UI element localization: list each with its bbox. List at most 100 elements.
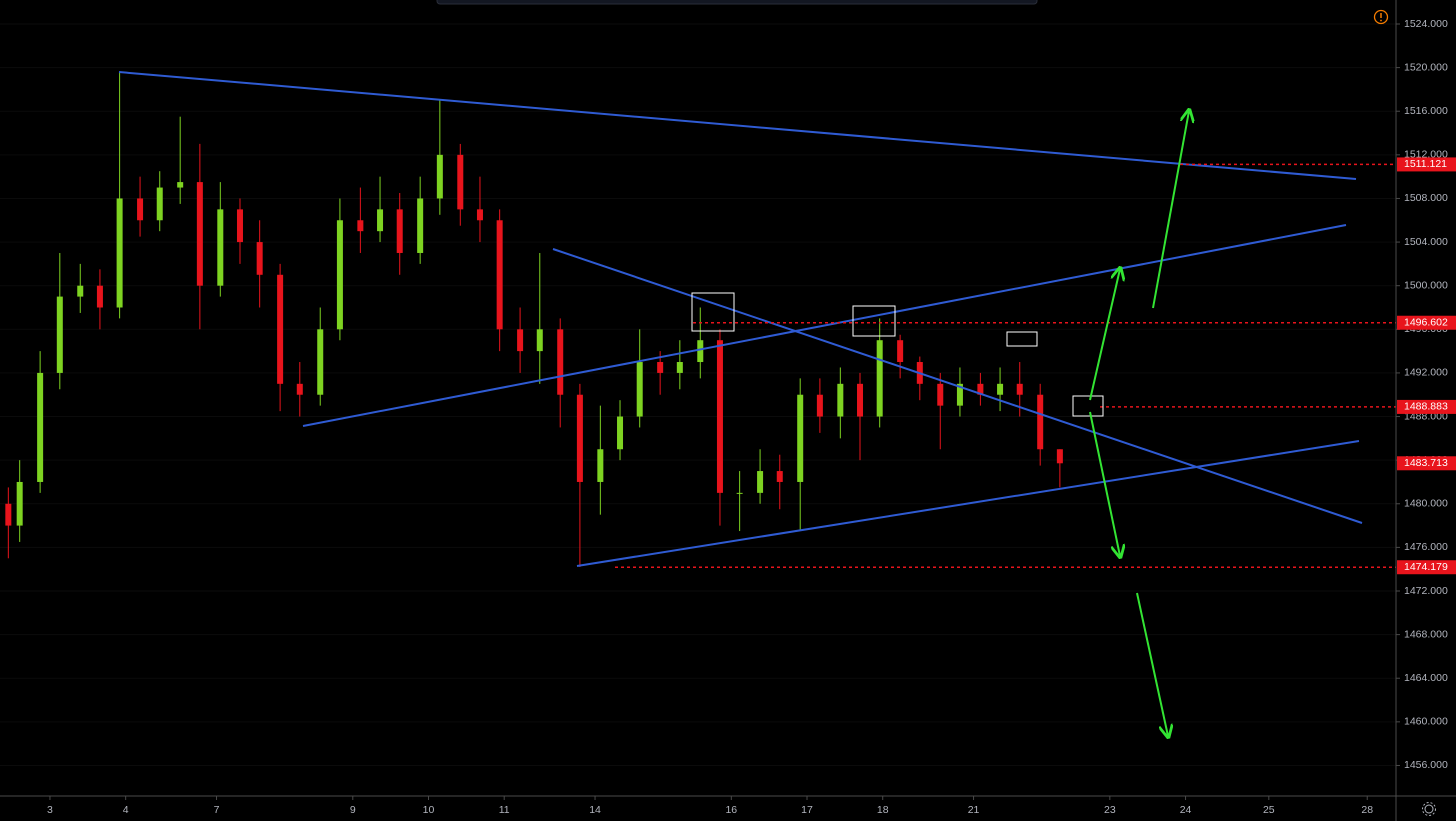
x-tick-label: 24 xyxy=(1180,804,1192,816)
candle-body xyxy=(937,383,944,406)
x-tick-label: 28 xyxy=(1361,804,1373,816)
candle-body xyxy=(816,394,823,417)
candle-body xyxy=(396,209,403,253)
y-tick-label: 1508.000 xyxy=(1404,192,1448,204)
settings-icon[interactable] xyxy=(1422,802,1436,816)
candle-body xyxy=(716,340,723,493)
x-tick-label: 9 xyxy=(350,804,356,816)
x-tick-label: 16 xyxy=(725,804,737,816)
candle-body xyxy=(137,198,144,221)
candle-body xyxy=(517,329,524,352)
y-tick-label: 1468.000 xyxy=(1404,628,1448,640)
trend-line xyxy=(552,248,1363,524)
axes: 1456.000 1460.000 1464.000 1468.000 1472.000… xyxy=(47,18,1456,816)
candle-body xyxy=(336,220,343,330)
candle-body xyxy=(977,383,984,395)
candle-body xyxy=(997,383,1004,395)
candle-body xyxy=(256,242,263,275)
candle-body xyxy=(557,329,564,395)
candle-body xyxy=(617,416,624,450)
alert-icon[interactable] xyxy=(1373,9,1389,25)
candle-body xyxy=(636,362,643,417)
candle-body xyxy=(1056,449,1063,464)
candle-body xyxy=(96,285,103,308)
y-tick-label: 1480.000 xyxy=(1404,498,1448,510)
highlight-box xyxy=(691,292,735,332)
y-tick-label: 1516.000 xyxy=(1404,105,1448,117)
x-tick-label: 10 xyxy=(423,804,435,816)
x-tick-label: 18 xyxy=(877,804,889,816)
candle-body xyxy=(236,209,243,243)
candle-body xyxy=(16,481,23,526)
candle-body xyxy=(56,296,63,373)
candle-body xyxy=(597,449,604,482)
candle-body xyxy=(797,394,804,482)
trend-line xyxy=(118,71,1357,180)
last-price-box xyxy=(1397,456,1456,471)
level-price-box xyxy=(1397,157,1456,172)
candle-body xyxy=(1037,394,1044,450)
candle-body xyxy=(417,198,424,253)
candle-body xyxy=(757,471,764,493)
candle-body xyxy=(776,471,783,482)
candle-body xyxy=(436,154,443,199)
x-tick-label: 23 xyxy=(1104,804,1116,816)
candle-body xyxy=(676,362,683,373)
candle-body xyxy=(657,362,664,373)
time-axis-bg xyxy=(0,796,1456,821)
level-price-box xyxy=(1397,315,1456,330)
arrow xyxy=(1136,592,1168,736)
drawings xyxy=(118,71,1363,567)
x-tick-label: 17 xyxy=(801,804,813,816)
y-tick-label: 1500.000 xyxy=(1404,279,1448,291)
level-price-label: 1511.121 xyxy=(1404,158,1447,170)
candle-body xyxy=(697,340,704,363)
x-tick-label: 7 xyxy=(214,804,220,816)
boxes xyxy=(691,292,1104,417)
level-price-box xyxy=(1397,399,1456,414)
candle-body xyxy=(296,383,303,395)
x-tick-label: 21 xyxy=(968,804,980,816)
candle-body xyxy=(736,492,743,494)
arrow xyxy=(1152,111,1189,309)
candle-body xyxy=(357,220,364,232)
trend-line xyxy=(302,224,1347,427)
arrow xyxy=(1089,269,1120,401)
candle-body xyxy=(1016,383,1023,395)
highlight-box xyxy=(852,305,896,337)
highlight-box xyxy=(1072,395,1104,417)
candle-body xyxy=(476,209,483,221)
trend-line xyxy=(576,440,1360,567)
candle-body xyxy=(536,329,543,352)
arrow xyxy=(1089,411,1120,556)
candle-body xyxy=(77,285,84,297)
last-price-label: 1483.713 xyxy=(1404,457,1448,469)
toolbar[interactable] xyxy=(436,0,1038,5)
candle-body xyxy=(116,198,123,308)
y-tick-label: 1464.000 xyxy=(1404,672,1448,684)
candle-body xyxy=(956,383,963,406)
candle-body xyxy=(576,394,583,482)
candle-body xyxy=(457,154,464,210)
y-tick-label: 1524.000 xyxy=(1404,18,1448,30)
levels xyxy=(615,163,1396,568)
y-tick-label: 1472.000 xyxy=(1404,585,1448,597)
y-tick-label: 1520.000 xyxy=(1404,61,1448,73)
candle-body xyxy=(897,340,904,363)
y-tick-label: 1504.000 xyxy=(1404,236,1448,248)
level-price-label: 1488.883 xyxy=(1404,401,1448,413)
y-tick-label: 1492.000 xyxy=(1404,367,1448,379)
x-tick-label: 11 xyxy=(499,804,510,816)
x-tick-label: 25 xyxy=(1263,804,1275,816)
candle-body xyxy=(37,372,44,482)
candle-body xyxy=(876,340,883,417)
x-tick-label: 3 xyxy=(47,804,53,816)
y-tick-label: 1460.000 xyxy=(1404,716,1448,728)
x-tick-label: 4 xyxy=(123,804,129,816)
candle-body xyxy=(217,209,224,286)
candle-body xyxy=(837,383,844,417)
candle-body xyxy=(156,187,163,221)
